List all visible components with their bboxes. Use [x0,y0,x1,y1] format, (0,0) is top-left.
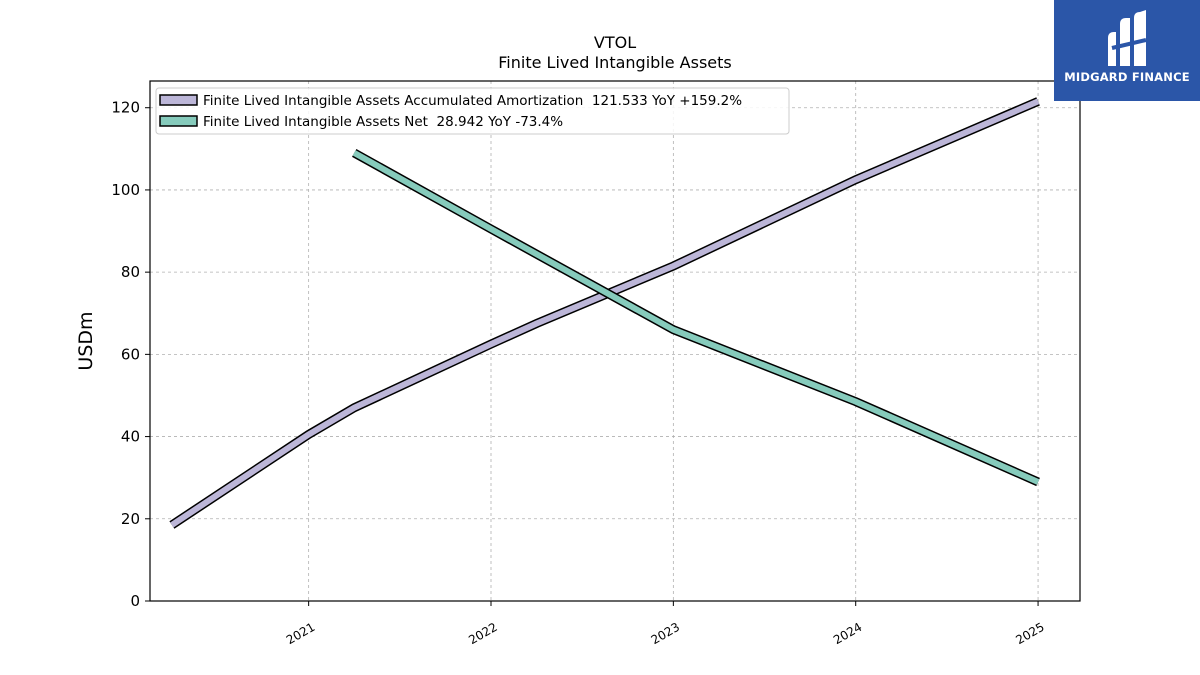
x-axis: 2021 2022 2023 2024 2025 [284,601,1047,647]
series-line-2 [352,150,1040,485]
logo-mark-icon [1108,10,1147,66]
y-tick-label: 100 [111,181,140,199]
y-tick-label: 20 [121,510,140,528]
x-tick-label: 2023 [649,620,682,647]
series-lines [169,97,1040,529]
y-axis-label: USDm [75,311,97,370]
series-outline-1 [169,97,1040,529]
y-tick-label: 40 [121,428,140,446]
series-outline-2 [352,148,1040,487]
legend: Finite Lived Intangible Assets Accumulat… [155,87,790,135]
logo-wordmark: MIDGARD FINANCE [1064,70,1190,84]
plot-frame [149,80,1081,602]
x-tick-label: 2021 [284,620,317,647]
y-tick-label: 120 [111,99,140,117]
chart-title: VTOL [594,33,636,52]
grid-lines [150,81,1080,602]
legend-swatch-1 [159,94,198,106]
legend-label-2: Finite Lived Intangible Assets Net 28.94… [203,114,563,130]
chart-subtitle: Finite Lived Intangible Assets [498,53,731,72]
x-tick-label: 2022 [466,620,499,647]
y-axis: 0 20 40 60 80 100 120 [111,99,150,610]
y-tick-label: 80 [121,263,140,281]
x-tick-label: 2025 [1013,620,1046,647]
y-tick-label: 0 [130,592,140,610]
legend-swatch-2 [159,115,198,127]
legend-box [155,87,790,135]
series-line-1 [170,98,1040,528]
y-tick-label: 60 [121,345,140,363]
x-tick-label: 2024 [831,620,864,647]
legend-label-1: Finite Lived Intangible Assets Accumulat… [203,93,742,109]
midgard-finance-logo: MIDGARD FINANCE [1054,0,1200,101]
